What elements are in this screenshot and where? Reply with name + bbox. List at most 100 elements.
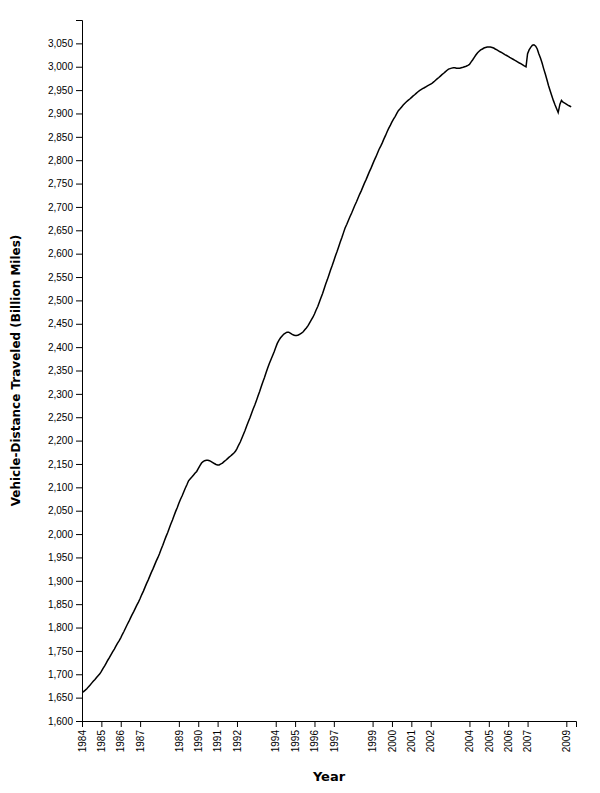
tick-label: 2,950 [48, 85, 73, 96]
tick-mark [76, 207, 82, 208]
tick-mark [76, 464, 82, 465]
tick: 2004 [464, 721, 475, 752]
tick: 2002 [425, 721, 436, 752]
tick-mark [76, 230, 82, 231]
tick-label: 2,150 [48, 459, 73, 470]
tick-mark [101, 721, 102, 727]
tick-mark [76, 628, 82, 629]
tick-label: 1,600 [48, 716, 73, 727]
tick-mark [76, 581, 82, 582]
tick-mark [76, 113, 82, 114]
tick-label: 1,800 [48, 622, 73, 633]
tick-label: 1,900 [48, 576, 73, 587]
tick: 1,600 [48, 716, 82, 727]
tick-mark [140, 721, 141, 727]
tick-label: 2,250 [48, 412, 73, 423]
tick-label: 2,550 [48, 272, 73, 283]
tick-label: 1999 [367, 730, 378, 753]
tick: 2,450 [48, 318, 82, 329]
tick-mark [121, 721, 122, 727]
tick-label: 2005 [484, 730, 495, 753]
tick-mark [276, 721, 277, 727]
tick: 1991 [212, 721, 223, 752]
tick-label: 1990 [193, 730, 204, 753]
tick: 2,000 [48, 529, 82, 540]
tick-label: 1987 [135, 730, 146, 753]
tick: 2,900 [48, 108, 82, 119]
tick: 2,750 [48, 178, 82, 189]
tick: 1989 [174, 721, 185, 752]
tick-label: 1992 [232, 730, 243, 753]
tick: 2,400 [48, 342, 82, 353]
tick-mark [198, 721, 199, 727]
tick-mark [76, 160, 82, 161]
tick: 1,750 [48, 646, 82, 657]
tick-mark [334, 721, 335, 727]
tick: 2,650 [48, 225, 82, 236]
tick: 1986 [115, 721, 126, 752]
tick: 1,850 [48, 599, 82, 610]
tick: 2,050 [48, 505, 82, 516]
tick: 1987 [135, 721, 146, 752]
tick: 2,950 [48, 85, 82, 96]
tick: 3,050 [48, 38, 82, 49]
tick: 2,150 [48, 459, 82, 470]
tick-label: 2,400 [48, 342, 73, 353]
tick-label: 2,600 [48, 248, 73, 259]
tick-mark [76, 534, 82, 535]
tick: 2009 [561, 721, 572, 752]
tick-label: 1989 [174, 730, 185, 753]
tick-mark [469, 721, 470, 727]
tick-label: 2002 [425, 730, 436, 753]
tick-mark [76, 371, 82, 372]
tick-mark [76, 277, 82, 278]
tick-mark [76, 721, 82, 722]
tick: 1994 [270, 721, 281, 752]
tick: 2,850 [48, 132, 82, 143]
tick-label: 1986 [115, 730, 126, 753]
axis-line [83, 722, 577, 728]
tick-mark [76, 698, 82, 699]
tick: 2,250 [48, 412, 82, 423]
tick-label: 3,050 [48, 38, 73, 49]
tick-label: 2,050 [48, 505, 73, 516]
tick: 2,200 [48, 435, 82, 446]
tick: 1,800 [48, 622, 82, 633]
tick-mark [76, 674, 82, 675]
tick: 2007 [522, 721, 533, 752]
tick: 1999 [367, 721, 378, 752]
tick: 2,700 [48, 202, 82, 213]
tick: 1995 [290, 721, 301, 752]
plot-area [82, 45, 571, 693]
tick-label: 2004 [464, 730, 475, 753]
tick-mark [76, 441, 82, 442]
tick: 2005 [484, 721, 495, 752]
tick-mark [411, 721, 412, 727]
tick: 2,550 [48, 272, 82, 283]
tick-label: 2,900 [48, 108, 73, 119]
y-axis-title: Vehicle-Distance Traveled (Billion Miles… [9, 235, 23, 507]
tick: 2,800 [48, 155, 82, 166]
tick-label: 2,200 [48, 435, 73, 446]
tick-label: 2,700 [48, 202, 73, 213]
tick-label: 2,450 [48, 318, 73, 329]
tick-label: 2007 [522, 730, 533, 753]
tick-mark [76, 90, 82, 91]
tick-mark [76, 394, 82, 395]
tick-mark [314, 721, 315, 727]
tick-mark [237, 721, 238, 727]
tick-label: 2,650 [48, 225, 73, 236]
tick-mark [76, 300, 82, 301]
tick-label: 3,000 [48, 61, 73, 72]
tick-label: 1994 [270, 730, 281, 753]
tick: 2001 [406, 721, 417, 752]
tick-mark [489, 721, 490, 727]
tick: 1,700 [48, 669, 82, 680]
tick: 2,500 [48, 295, 82, 306]
line [82, 45, 571, 693]
tick-label: 1,650 [48, 692, 73, 703]
tick-label: 2,850 [48, 132, 73, 143]
tick-label: 2,350 [48, 365, 73, 376]
tick: 2,300 [48, 389, 82, 400]
tick-label: 2000 [387, 730, 398, 753]
